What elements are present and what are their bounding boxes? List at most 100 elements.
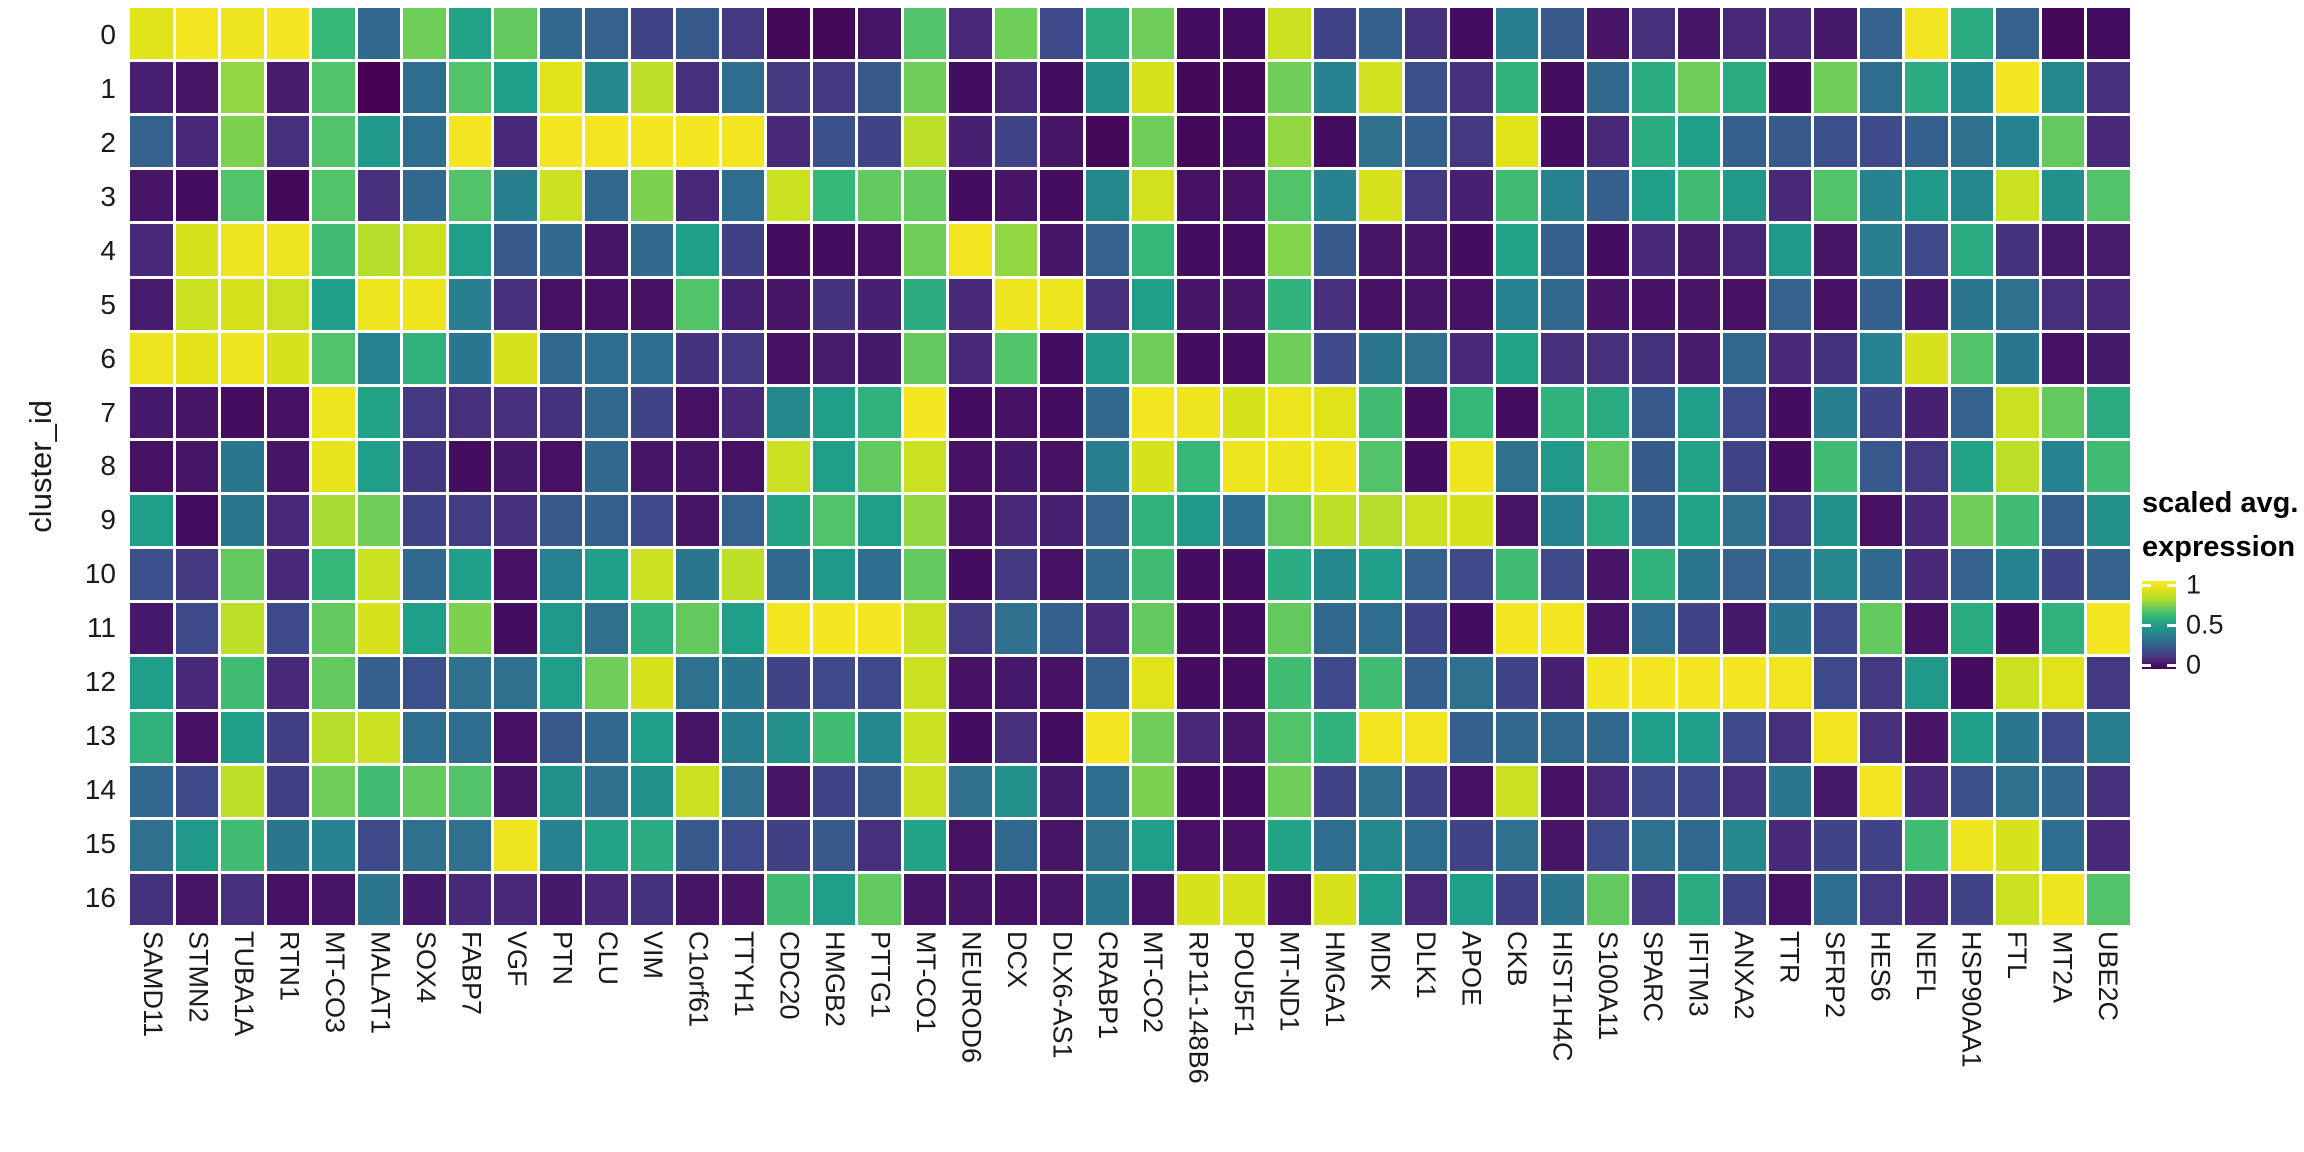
- heatmap-cell: [767, 711, 810, 763]
- heatmap-cell: [1359, 440, 1402, 493]
- heatmap-cell: [221, 765, 264, 817]
- y-axis-tick-label: 16: [84, 882, 116, 914]
- heatmap-cell: [858, 657, 901, 709]
- heatmap-cell: [403, 386, 446, 438]
- heatmap-cell: [1404, 440, 1448, 493]
- heatmap-cell: [448, 224, 492, 276]
- heatmap-cell: [767, 765, 810, 817]
- heatmap-cell: [949, 440, 992, 493]
- heatmap-cell: [1541, 332, 1584, 384]
- heatmap-cell: [357, 711, 401, 763]
- heatmap-cell: [1268, 657, 1311, 709]
- heatmap-cell: [994, 170, 1038, 222]
- heatmap-cell: [448, 495, 492, 547]
- heatmap-cell: [403, 62, 446, 114]
- heatmap-cell: [2087, 495, 2130, 547]
- heatmap-cell: [1905, 873, 1948, 925]
- heatmap-cell: [1450, 170, 1493, 222]
- heatmap-cell: [1404, 170, 1448, 222]
- heatmap-cell: [2041, 495, 2085, 547]
- heatmap-cell: [175, 386, 219, 438]
- heatmap-cell: [1450, 386, 1493, 438]
- heatmap-cell: [357, 332, 401, 384]
- heatmap-cell: [1859, 603, 1903, 655]
- heatmap-cell: [1177, 873, 1220, 925]
- heatmap-cell: [1814, 549, 1857, 601]
- heatmap-cell: [539, 765, 583, 817]
- heatmap-cell: [1450, 711, 1493, 763]
- heatmap-cell: [312, 657, 355, 709]
- heatmap-cell: [1677, 549, 1721, 601]
- heatmap-cell: [903, 278, 947, 330]
- heatmap-cell: [1632, 495, 1675, 547]
- heatmap-cell: [539, 603, 583, 655]
- x-axis-tick-label: MT-CO3: [320, 931, 351, 1034]
- heatmap-cell: [2087, 386, 2130, 438]
- x-axis-tick-label: MT-ND1: [1274, 931, 1305, 1032]
- heatmap-cell: [2087, 116, 2130, 168]
- heatmap-cell: [357, 224, 401, 276]
- heatmap-cell: [1359, 873, 1402, 925]
- heatmap-cell: [1632, 332, 1675, 384]
- heatmap-cell: [1085, 224, 1129, 276]
- heatmap-cell: [2041, 170, 2085, 222]
- heatmap-cell: [1768, 170, 1812, 222]
- heatmap-cell: [1768, 711, 1812, 763]
- heatmap-cell: [312, 819, 355, 871]
- heatmap-cell: [903, 657, 947, 709]
- heatmap-cell: [1040, 278, 1083, 330]
- heatmap-cell: [1268, 873, 1311, 925]
- heatmap-cell: [1541, 495, 1584, 547]
- heatmap-cell: [812, 873, 856, 925]
- heatmap-cell: [266, 116, 310, 168]
- heatmap-cell: [949, 116, 992, 168]
- heatmap-cell: [403, 495, 446, 547]
- heatmap-cell: [1222, 386, 1266, 438]
- heatmap-cell: [175, 819, 219, 871]
- x-axis-tick-label: CRABP1: [1092, 931, 1123, 1040]
- heatmap-cell: [130, 278, 173, 330]
- heatmap-cell: [2087, 657, 2130, 709]
- heatmap-cell: [1404, 873, 1448, 925]
- heatmap-cell: [2087, 603, 2130, 655]
- heatmap-cell: [994, 711, 1038, 763]
- heatmap-cell: [903, 603, 947, 655]
- heatmap-cell: [585, 549, 628, 601]
- y-axis-tick-label: 12: [84, 666, 116, 698]
- heatmap-cell: [903, 765, 947, 817]
- heatmap-cell: [1905, 278, 1948, 330]
- heatmap-cell: [1541, 278, 1584, 330]
- heatmap-cell: [2041, 711, 2085, 763]
- y-axis-tick-label: 7: [100, 396, 116, 428]
- heatmap-cell: [1404, 819, 1448, 871]
- heatmap-cell: [1450, 657, 1493, 709]
- heatmap-cell: [767, 224, 810, 276]
- heatmap-cell: [812, 224, 856, 276]
- heatmap-cell: [2041, 603, 2085, 655]
- heatmap-cell: [721, 819, 765, 871]
- heatmap-cell: [448, 765, 492, 817]
- heatmap-cell: [1677, 711, 1721, 763]
- heatmap-cell: [1313, 657, 1357, 709]
- heatmap-cell: [2087, 170, 2130, 222]
- heatmap-cell: [721, 224, 765, 276]
- x-axis-tick-label: DLK1: [1410, 931, 1441, 999]
- heatmap-cell: [1996, 8, 2039, 60]
- heatmap-cell: [767, 873, 810, 925]
- heatmap-cell: [1541, 62, 1584, 114]
- heatmap-cell: [1814, 819, 1857, 871]
- heatmap-cell: [1950, 603, 1994, 655]
- heatmap-cell: [812, 549, 856, 601]
- heatmap-cell: [858, 765, 901, 817]
- heatmap-cell: [494, 549, 537, 601]
- heatmap-cell: [812, 62, 856, 114]
- heatmap-cell: [1632, 8, 1675, 60]
- heatmap-cell: [1677, 278, 1721, 330]
- y-axis-tick-label: 3: [100, 180, 116, 212]
- heatmap-cell: [585, 224, 628, 276]
- heatmap-cell: [2041, 8, 2085, 60]
- heatmap-cell: [1950, 873, 1994, 925]
- heatmap-cell: [1632, 386, 1675, 438]
- heatmap-cell: [721, 62, 765, 114]
- heatmap-cell: [2087, 711, 2130, 763]
